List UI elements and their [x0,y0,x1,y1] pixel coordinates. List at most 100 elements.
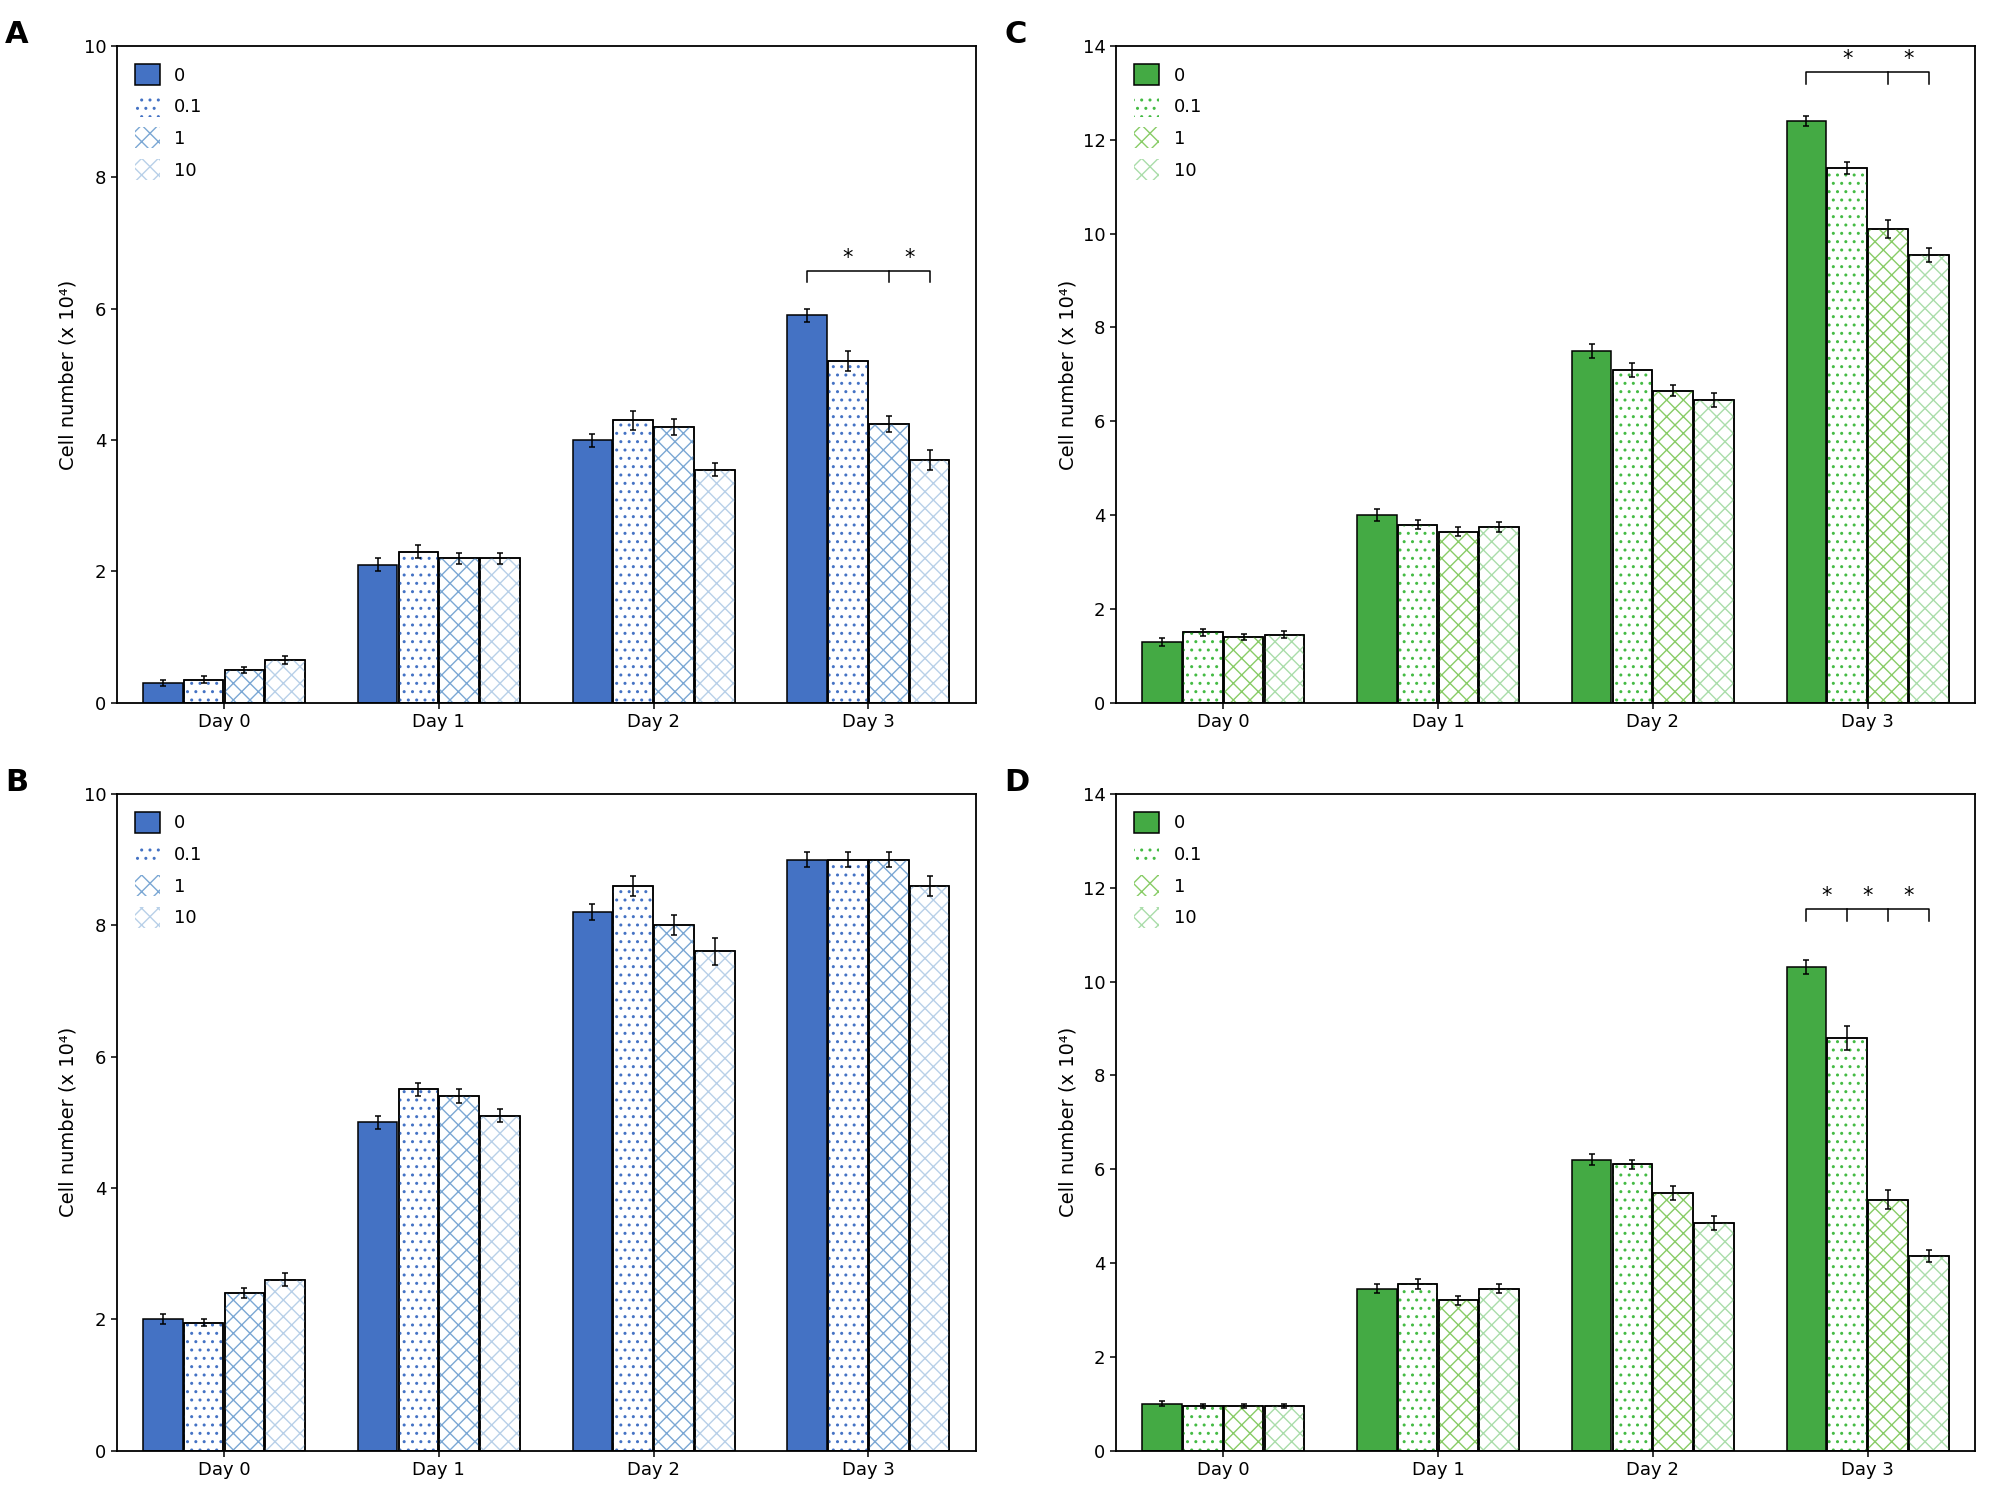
Bar [614,886,652,1450]
Bar [910,460,950,702]
Bar [358,1122,398,1450]
Legend: 0, 0.1, 1, 10: 0, 0.1, 1, 10 [1124,56,1212,190]
Bar [1654,391,1694,702]
Bar [654,427,694,702]
Bar [910,460,950,702]
Bar [1654,1193,1694,1450]
Bar [910,886,950,1450]
Text: *: * [1904,886,1914,907]
Bar [1612,1164,1652,1450]
Bar [1828,168,1866,702]
Text: B: B [4,767,28,797]
Bar [694,469,734,702]
Bar [1654,391,1694,702]
Bar [1910,254,1948,702]
Bar [184,680,224,702]
Bar [1184,1406,1222,1450]
Bar [1264,1406,1304,1450]
Bar [358,566,398,702]
Bar [1398,1284,1438,1450]
Text: *: * [1822,886,1832,907]
Bar [1480,1289,1520,1450]
Text: *: * [904,248,914,268]
Bar [1612,370,1652,702]
Bar [266,1280,304,1450]
Bar [828,361,868,702]
Bar [142,1319,182,1450]
Bar [910,460,950,702]
Bar [868,860,908,1450]
Bar [1224,638,1264,702]
Bar [1910,254,1948,702]
Bar [1264,635,1304,702]
Bar [868,424,908,702]
Text: D: D [1004,767,1030,797]
Bar [266,660,304,702]
Y-axis label: Cell number (x 10⁴): Cell number (x 10⁴) [58,280,78,469]
Bar [1398,1284,1438,1450]
Bar [1480,1289,1520,1450]
Bar [1480,1289,1520,1450]
Bar [480,1116,520,1450]
Bar [1786,122,1826,702]
Y-axis label: Cell number (x 10⁴): Cell number (x 10⁴) [1058,280,1078,469]
Bar [1438,531,1478,702]
Bar [1654,391,1694,702]
Bar [440,558,478,702]
Text: *: * [1904,50,1914,69]
Bar [572,441,612,702]
Bar [868,860,908,1450]
Bar [1142,1403,1182,1450]
Bar [1142,642,1182,702]
Bar [142,683,182,702]
Bar [614,421,652,702]
Bar [828,361,868,702]
Bar [1868,229,1908,702]
Bar [266,1280,304,1450]
Bar [1224,1406,1264,1450]
Bar [1358,1289,1396,1450]
Bar [1654,1193,1694,1450]
Bar [1828,168,1866,702]
Bar [1612,1164,1652,1450]
Bar [184,1322,224,1450]
Y-axis label: Cell number (x 10⁴): Cell number (x 10⁴) [1058,1027,1078,1217]
Bar [480,558,520,702]
Bar [1480,526,1520,702]
Bar [828,860,868,1450]
Bar [440,1096,478,1450]
Bar [224,669,264,702]
Bar [654,427,694,702]
Bar [440,558,478,702]
Bar [1398,1284,1438,1450]
Bar [572,911,612,1450]
Bar [1184,1406,1222,1450]
Bar [788,316,826,702]
Bar [1184,632,1222,702]
Bar [788,860,826,1450]
Bar [224,1293,264,1450]
Bar [266,660,304,702]
Bar [1868,1200,1908,1450]
Bar [1398,525,1438,702]
Bar [1438,1301,1478,1450]
Bar [480,1116,520,1450]
Bar [1398,525,1438,702]
Bar [1612,1164,1652,1450]
Bar [828,361,868,702]
Bar [398,1089,438,1450]
Y-axis label: Cell number (x 10⁴): Cell number (x 10⁴) [58,1027,78,1217]
Bar [1480,526,1520,702]
Bar [398,1089,438,1450]
Bar [1694,1223,1734,1450]
Bar [1786,967,1826,1450]
Bar [868,424,908,702]
Bar [828,860,868,1450]
Bar [398,552,438,702]
Bar [1264,1406,1304,1450]
Legend: 0, 0.1, 1, 10: 0, 0.1, 1, 10 [126,56,212,190]
Bar [1694,1223,1734,1450]
Legend: 0, 0.1, 1, 10: 0, 0.1, 1, 10 [1124,803,1212,937]
Bar [1868,1200,1908,1450]
Bar [1612,370,1652,702]
